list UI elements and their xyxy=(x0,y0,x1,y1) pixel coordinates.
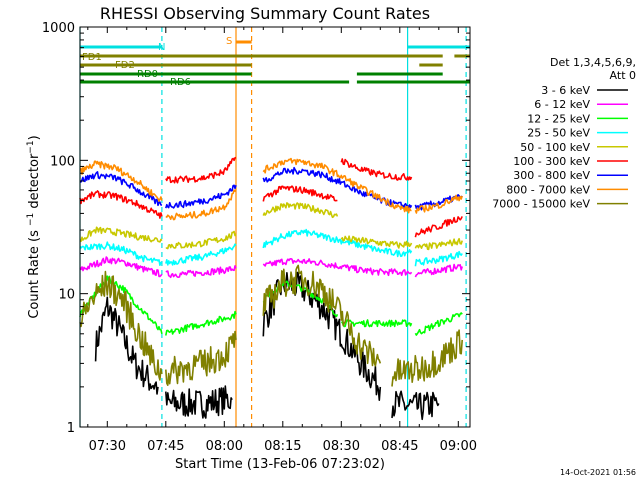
legend-label-1: 6 - 12 keV xyxy=(534,98,590,111)
series-line-0-seg-0 xyxy=(94,296,159,395)
legend-label-6: 300 - 800 keV xyxy=(513,169,590,182)
series-line-7-seg-3 xyxy=(414,194,463,214)
x-tick-label-4: 08:30 xyxy=(323,439,360,454)
series-line-8-seg-2 xyxy=(262,264,382,367)
x-tick-label-6: 09:00 xyxy=(440,439,477,454)
legend-label-2: 12 - 25 keV xyxy=(527,112,590,125)
x-axis-label: Start Time (13-Feb-06 07:23:02) xyxy=(175,457,385,472)
series-line-6-seg-1 xyxy=(165,184,237,209)
series-line-7-seg-2 xyxy=(262,157,412,214)
legend-header-line-2: Att 0 xyxy=(610,69,636,82)
x-axis-ticks: 07:30 07:45 08:00 08:15 08:30 08:45 09:00 xyxy=(87,27,477,454)
series-line-5-seg-0 xyxy=(79,190,163,219)
flag-label-fd1: FD1 xyxy=(82,52,102,63)
flag-label-rd6: RD6 xyxy=(170,77,191,88)
series-line-1-seg-2 xyxy=(262,257,413,277)
flag-label-fd2: FD2 xyxy=(115,60,135,71)
series-line-2-seg-1 xyxy=(165,310,237,336)
x-tick-label-1: 07:45 xyxy=(147,439,184,454)
x-tick-label-3: 08:15 xyxy=(264,439,301,454)
y-axis-label: Count Rate (s −1 detector−1) xyxy=(26,135,42,318)
flag-label-s: S xyxy=(226,36,232,47)
series-line-4-seg-4 xyxy=(414,237,463,251)
series-line-4-seg-2 xyxy=(262,202,339,219)
y-tick-label-2: 100 xyxy=(50,154,75,169)
series-lines xyxy=(79,156,463,421)
chart-title: RHESSI Observing Summary Count Rates xyxy=(100,4,430,23)
series-line-1-seg-1 xyxy=(165,265,237,279)
flag-label-rd0: RD0 xyxy=(137,69,158,80)
series-line-1-seg-3 xyxy=(414,263,463,278)
series-line-3-seg-1 xyxy=(165,243,237,266)
series-line-5-seg-4 xyxy=(414,216,463,238)
y-axis-ticks: 1 10 100 1000 xyxy=(42,21,470,436)
legend-label-8: 7000 - 15000 keV xyxy=(492,198,590,211)
series-line-8-seg-1 xyxy=(165,330,237,387)
x-tick-label-2: 08:00 xyxy=(206,439,243,454)
series-line-7-seg-0 xyxy=(79,160,163,202)
series-line-3-seg-3 xyxy=(414,250,463,267)
series-line-4-seg-1 xyxy=(165,230,237,250)
series-line-6-seg-0 xyxy=(80,171,163,207)
legend-label-0: 3 - 6 keV xyxy=(541,84,590,97)
series-line-0-seg-1 xyxy=(165,385,233,419)
flag-label-n: N xyxy=(158,42,165,53)
series-line-8-seg-3 xyxy=(391,329,463,387)
legend-label-3: 25 - 50 keV xyxy=(527,127,590,140)
legend-header-line-1: Det 1,3,4,5,6,9, xyxy=(550,56,636,69)
series-line-8-seg-0 xyxy=(79,270,163,381)
legend-label-7: 800 - 7000 keV xyxy=(506,183,590,196)
series-line-5-seg-1 xyxy=(165,156,237,184)
plot-frame xyxy=(79,26,471,428)
series-line-1-seg-0 xyxy=(79,256,163,278)
footer-date: 14-Oct-2021 01:56 xyxy=(560,468,636,477)
y-tick-label-0: 1 xyxy=(67,421,75,436)
series-line-3-seg-2 xyxy=(262,228,413,258)
series-line-7-seg-1 xyxy=(165,189,237,221)
x-tick-label-5: 08:45 xyxy=(381,439,418,454)
series-line-3-seg-0 xyxy=(79,241,163,267)
series-line-5-seg-2 xyxy=(262,185,338,202)
series-line-2-seg-4 xyxy=(414,312,463,336)
legend-label-4: 50 - 100 keV xyxy=(520,141,590,154)
x-tick-label-0: 07:30 xyxy=(89,439,126,454)
series-line-0-seg-3 xyxy=(391,390,440,421)
series-line-5-seg-3 xyxy=(340,158,413,181)
y-tick-label-3: 1000 xyxy=(42,21,75,36)
series-line-4-seg-3 xyxy=(340,235,413,249)
series-line-2-seg-0 xyxy=(79,275,163,334)
series-line-4-seg-0 xyxy=(79,226,163,243)
legend-label-5: 100 - 300 keV xyxy=(513,155,590,168)
series-line-2-seg-3 xyxy=(340,319,413,328)
y-tick-label-1: 10 xyxy=(58,288,75,303)
